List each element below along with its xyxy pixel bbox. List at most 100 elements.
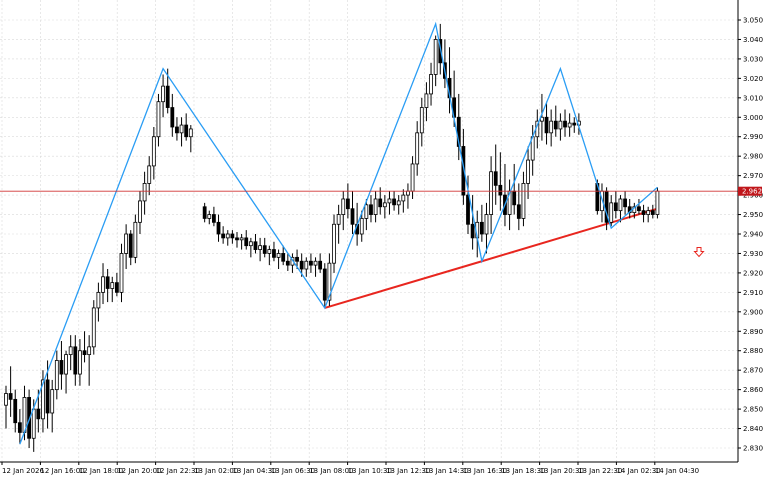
- candle-body: [267, 249, 272, 254]
- zigzag-line: [19, 21, 658, 445]
- candle-body: [382, 202, 387, 208]
- y-tick-label: 2.850: [743, 406, 763, 414]
- candle-body: [22, 397, 27, 433]
- y-tick-label: 3.030: [743, 55, 763, 63]
- candle-body: [336, 214, 341, 225]
- candle-body: [276, 253, 281, 258]
- y-tick-label: 3.010: [743, 94, 763, 102]
- candle-body: [364, 204, 369, 219]
- candle-body: [521, 183, 526, 219]
- candle-body: [410, 163, 415, 192]
- x-tick-label: 12 Jan 2026: [2, 467, 45, 475]
- candle-body: [105, 276, 110, 289]
- x-tick-label: 13 Jan 08:00: [309, 467, 353, 475]
- candle-body: [17, 422, 22, 433]
- candle-body: [156, 101, 161, 138]
- sell-signal-arrow-icon: [693, 247, 705, 258]
- candle-body: [641, 210, 646, 215]
- candle-body: [175, 126, 179, 134]
- y-tick-label: 2.910: [743, 289, 763, 297]
- candle-body: [91, 307, 96, 348]
- current-price-tag-bg: [738, 186, 762, 196]
- x-tick-label: 13 Jan 18:30: [501, 467, 545, 475]
- candle-body: [13, 398, 18, 424]
- y-tick-label: 2.990: [743, 133, 763, 141]
- candle-body: [101, 276, 105, 293]
- candle-body: [470, 223, 475, 239]
- candle-body: [553, 120, 558, 130]
- candle-body: [484, 214, 489, 235]
- candle-body: [281, 253, 286, 262]
- candle-body: [415, 132, 420, 165]
- candle-body: [225, 233, 230, 239]
- x-tick-label: 13 Jan 14:30: [424, 467, 468, 475]
- candle-body: [489, 171, 494, 215]
- candle-body: [567, 122, 572, 128]
- y-tick-label: 2.890: [743, 328, 763, 336]
- candle-body: [341, 198, 346, 215]
- candle-body: [549, 120, 554, 134]
- candle-body: [493, 171, 498, 186]
- candle-body: [27, 397, 32, 439]
- candle-body: [466, 194, 470, 225]
- candle-body: [526, 159, 530, 184]
- candle-body: [59, 360, 64, 375]
- candle-body: [244, 237, 249, 247]
- candle-body: [419, 107, 424, 134]
- candle-body: [87, 346, 92, 356]
- candle-body: [512, 190, 517, 206]
- candle-body: [327, 262, 332, 301]
- x-tick-label: 12 Jan 18:00: [79, 467, 123, 475]
- candle-body: [401, 194, 406, 202]
- candle-body: [82, 350, 87, 356]
- candle-body: [184, 124, 189, 138]
- zigzag-indicator: [19, 21, 658, 445]
- candle-body: [387, 198, 392, 204]
- y-tick-label: 2.920: [743, 269, 763, 277]
- candle-body: [424, 93, 429, 108]
- candle-body: [396, 200, 401, 206]
- candle-body: [73, 346, 78, 375]
- candle-body: [479, 221, 484, 235]
- x-tick-label: 13 Jan 10:30: [348, 467, 392, 475]
- candle-body: [299, 260, 304, 270]
- candle-body: [248, 241, 253, 247]
- candle-body: [318, 260, 323, 270]
- candle-body: [124, 233, 129, 254]
- candle-body: [151, 136, 156, 167]
- x-tick-label: 12 Jan 20:00: [117, 467, 161, 475]
- candle-body: [429, 74, 433, 95]
- candle-body: [345, 198, 350, 210]
- candle-body: [8, 393, 13, 400]
- candle-body: [110, 282, 115, 289]
- candle-body: [45, 379, 50, 414]
- candle-body: [516, 204, 521, 219]
- candle-body: [221, 233, 226, 239]
- y-tick-label: 2.930: [743, 250, 763, 258]
- candle-body: [498, 184, 503, 196]
- y-tick-label: 2.980: [743, 153, 763, 161]
- candle-body: [216, 221, 221, 235]
- candle-body: [54, 360, 59, 391]
- candle-body: [230, 233, 235, 239]
- candle-body: [623, 198, 627, 208]
- y-tick-label: 2.880: [743, 347, 763, 355]
- candle-body: [161, 85, 165, 103]
- candle-body: [128, 233, 133, 258]
- candle-body: [41, 379, 45, 420]
- x-tick-label: 13 Jan 20:30: [540, 467, 584, 475]
- candle-body: [285, 260, 290, 266]
- x-tick-label: 13 Jan 16:30: [463, 467, 507, 475]
- candle-body: [332, 223, 336, 264]
- candle-body: [392, 198, 396, 206]
- candle-body: [165, 85, 170, 108]
- candle-body: [378, 198, 383, 208]
- candle-body: [295, 256, 299, 262]
- candle-body: [609, 202, 614, 223]
- x-tick-label: 12 Jan 16:00: [40, 467, 84, 475]
- candle-body: [369, 204, 373, 215]
- candle-body: [258, 245, 263, 250]
- candle-body: [650, 210, 655, 215]
